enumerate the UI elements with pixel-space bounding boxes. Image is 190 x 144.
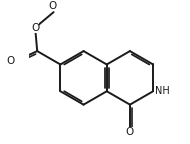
Text: O: O [6, 56, 14, 66]
Text: O: O [31, 23, 39, 33]
Text: NH: NH [155, 86, 170, 96]
Text: O: O [49, 1, 57, 11]
Text: O: O [126, 127, 134, 137]
